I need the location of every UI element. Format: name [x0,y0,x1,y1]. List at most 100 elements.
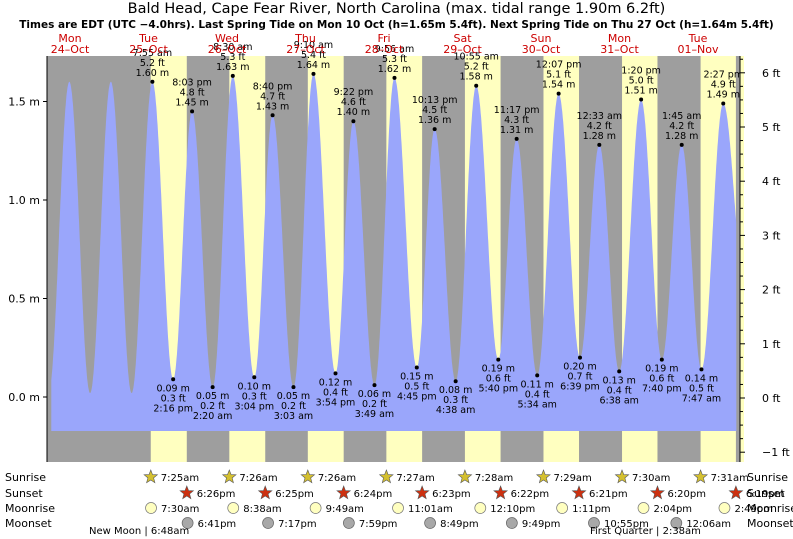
tide-m-label: 1.31 m [500,125,533,136]
right-axis-tick-label: 4 ft [762,175,781,188]
tide-point [556,91,561,96]
tide-ft-label: 4.3 ft [504,115,529,126]
tide-m-label: 0.05 m [196,391,229,402]
day-of-week-label: Thu [294,32,316,45]
tide-ft-label: 0.5 ft [689,383,714,394]
tide-point [514,136,519,141]
left-axis-tick-label: 0.0 m [8,391,40,404]
tide-point [699,367,704,372]
moon-phase-label: First Quarter | 2:38am [590,526,701,537]
sunrise-icon [300,469,316,484]
right-axis-strip [740,56,744,462]
moonset-time: 12:06am [686,519,731,530]
sunrise-icon [614,469,630,484]
tide-ft-label: 5.3 ft [382,54,407,65]
right-axis-tick-label: 5 ft [762,121,781,134]
tide-m-label: 1.58 m [459,72,492,83]
sunset-icon [414,485,430,500]
tide-ft-label: 0.2 ft [281,401,306,412]
tide-time-label: 7:47 am [682,393,721,404]
tide-ft-label: 0.3 ft [161,393,186,404]
sunrise-time: 7:29am [553,473,591,484]
tide-m-label: 0.06 m [358,389,391,400]
tide-point [150,79,155,84]
sunset-icon [728,485,744,500]
tide-time-label: 10:55 am [453,52,498,63]
tide-point [496,357,501,362]
tide-time-label: 2:16 pm [153,403,193,414]
tide-time-label: 7:40 pm [642,384,682,395]
moon-phase-label: New Moon | 6:48am [89,526,189,537]
moonset-icon [670,517,683,529]
tide-point [474,83,479,88]
sunrise-icon [457,469,473,484]
day-of-week-label: Mon [58,32,81,45]
date-label: 01–Nov [678,43,719,56]
date-label: 30–Oct [522,43,561,56]
tide-point [351,119,356,124]
row-label-left: Moonset [5,517,52,530]
sunset-time: 6:20pm [667,489,706,500]
sunset-icon [649,485,665,500]
chart-subtitle: Times are EDT (UTC −4.0hrs). Last Spring… [19,19,774,31]
right-axis-tick-label: 1 ft [762,338,781,351]
moonrise-time: 12:10pm [490,504,535,515]
sunrise-time: 7:26am [239,473,277,484]
tide-time-label: 5:40 pm [478,384,518,395]
tide-m-label: 1.28 m [583,131,616,142]
left-axis-tick-label: 1.0 m [8,194,40,207]
date-label: 27–Oct [286,43,325,56]
day-of-week-label: Fri [377,32,390,45]
row-label-right: Moonset [747,517,793,530]
right-axis-tick-label: 3 ft [762,229,781,242]
tide-m-label: 1.49 m [707,89,740,100]
tide-point [432,127,437,132]
tide-time-label: 12:33 am [577,111,622,122]
day-of-week-label: Sat [453,32,472,45]
day-of-week-label: Tue [688,32,708,45]
tide-ft-label: 5.4 ft [301,50,326,61]
tide-point [230,73,235,78]
tide-m-label: 1.62 m [378,64,411,75]
sunset-icon [257,485,273,500]
sunrise-icon [378,469,394,484]
tide-point [679,142,684,147]
date-label: 25–Oct [129,43,168,56]
tide-m-label: 1.43 m [256,101,289,112]
moonrise-time: 2:04pm [654,504,693,515]
moonset-time: 9:49pm [522,519,561,530]
sunrise-time: 7:31am [711,473,749,484]
sunset-icon [179,485,195,500]
sunset-icon [571,485,587,500]
tide-ft-label: 5.0 ft [629,76,654,87]
tide-m-label: 0.19 m [645,364,678,375]
tide-m-label: 1.54 m [542,80,575,91]
tide-m-label: 1.28 m [665,131,698,142]
right-axis-tick-label: 6 ft [762,67,781,80]
moonrise-time: 11:01am [408,504,453,515]
tide-time-label: 8:30 am [213,42,252,53]
moonset-icon [262,517,274,529]
tide-point [372,383,377,388]
moonrise-icon [392,502,404,514]
day-of-week-label: Mon [608,32,631,45]
tide-point [721,101,726,106]
tide-time-label: 3:04 pm [234,401,274,412]
tide-ft-label: 0.7 ft [567,372,592,383]
moonrise-time: 9:49am [326,504,364,515]
moonset-time: 10:55pm [604,519,649,530]
tide-time-label: 8:03 pm [172,77,212,88]
day-of-week-label: Wed [215,32,239,45]
tide-m-label: 0.08 m [439,385,472,396]
sunrise-time: 7:27am [396,473,434,484]
date-label: 26–Oct [208,43,247,56]
tide-m-label: 1.36 m [418,115,451,126]
sunrise-icon [535,469,551,484]
tide-time-label: 7:55 am [133,48,172,59]
tide-time-label: 2:20 am [193,411,232,422]
moonrise-icon [145,502,157,514]
sunrise-icon [693,469,709,484]
tide-ft-label: 5.1 ft [546,70,571,81]
tide-time-label: 4:38 am [436,405,475,416]
